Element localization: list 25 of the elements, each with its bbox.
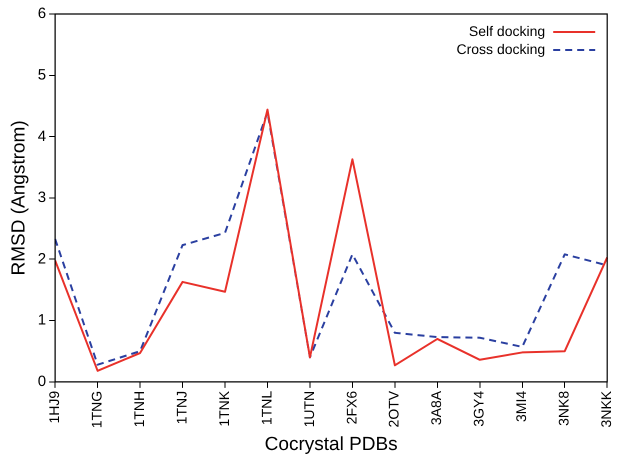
- y-tick-label: 0: [38, 373, 46, 390]
- x-tick-label: 1UTN: [300, 390, 317, 428]
- x-tick-label: 3NK8: [556, 390, 572, 426]
- x-tick-label: 3MI4: [513, 390, 530, 422]
- y-tick-label: 5: [38, 66, 46, 84]
- x-tick-label: 1TNL: [258, 390, 274, 426]
- x-tick-label: 1TNG: [88, 390, 104, 428]
- x-axis-title: Cocrystal PDBs: [264, 434, 398, 455]
- x-tick-label: 2OTV: [386, 390, 402, 428]
- y-tick-label: 2: [38, 250, 46, 268]
- x-tick-label: 2FX6: [343, 390, 360, 424]
- x-tick-label: 1TNK: [216, 390, 232, 427]
- y-tick-label: 3: [38, 189, 46, 206]
- y-tick-label: 4: [38, 128, 46, 145]
- x-tick-label: 3NKK: [598, 390, 614, 428]
- x-tick-label: 1TNH: [130, 390, 147, 428]
- x-tick-label: 3GY4: [470, 390, 487, 427]
- x-tick-label: 1HJ9: [46, 390, 62, 424]
- y-axis-title: RMSD (Angstrom): [8, 120, 30, 276]
- y-tick-label: 1: [38, 312, 46, 329]
- y-tick-label: 6: [38, 5, 46, 22]
- legend-label: Self docking: [468, 22, 546, 39]
- x-tick-label: 1TNJ: [173, 390, 190, 424]
- legend-label: Cross docking: [456, 40, 546, 57]
- x-tick-label: 3A8A: [428, 390, 444, 426]
